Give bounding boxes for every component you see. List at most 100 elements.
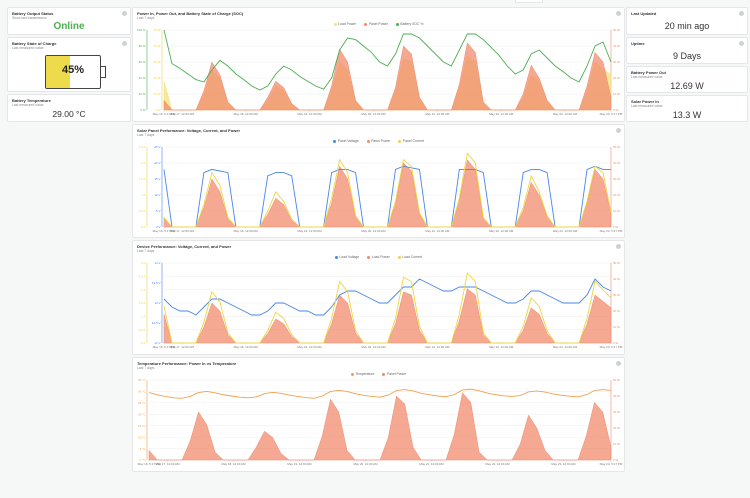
legend-label: Panel Current [402,139,424,143]
battery-fill [46,56,71,88]
axis-tick-label: 25 V [154,145,160,149]
info-icon[interactable] [616,361,621,366]
axis-tick-label: 20 W [153,76,160,80]
legend-item-panel-current[interactable]: Panel Current [398,139,424,143]
series-line-battery-soc [163,29,612,91]
legend-label: Panel Power [368,22,388,26]
solar-in-value: 13.3 W [672,110,702,120]
axis-tick-label: 5 °C [140,447,147,451]
x-tick-label: May 20, 12:00 AM [361,112,386,116]
power-soc-chart-panel: Power In, Power Out, and Battery State o… [132,7,625,122]
series-line-load-voltage [163,278,612,316]
chart-subtitle: Last 7 days [137,16,155,20]
x-tick-label: May 16, 5:17 PM [153,345,176,349]
chart-title: Temperature Performance: Power In vs Tem… [137,361,237,366]
chart-legend: Temperature Panel Power [133,372,624,377]
battery-soc-panel: Battery State of Charge Last measured va… [7,37,131,92]
uptime-value: 9 Days [672,51,701,61]
axis-tick-label: 12 V [154,341,160,345]
time-range-dropdown[interactable] [515,0,543,3]
series-line-panel-current [163,152,612,228]
info-icon[interactable] [739,11,744,16]
panel-title: Battery Power Out [631,70,666,75]
axis-tick-label: 30 W [613,177,620,181]
axis-tick-label: 40 W [613,161,620,165]
panel-title: Battery Output Status [12,11,54,16]
axis-tick-label: 0 W [613,458,619,462]
legend-item-load-current[interactable]: Load Current [397,255,422,259]
x-tick-label: May 23, 5:17 PM [600,462,623,466]
axis-tick-label: 10 W [613,442,620,446]
legend-marker-icon [395,22,399,26]
series-area-load-power [163,288,612,344]
axis-tick-label: 40 W [613,277,620,281]
x-tick-label: May 21, 12:00 AM [419,462,444,466]
axis-tick-label: 2 A [141,288,145,292]
axis-tick-label: 40 W [613,394,620,398]
axis-tick-label: 20 % [139,92,146,96]
axis-tick-label: 10 W [153,92,160,96]
axis-tick-label: 20 W [613,193,620,197]
legend-label: Load Power [371,255,390,259]
axis-tick-label: 2 A [141,161,145,165]
axis-tick-label: 0 V [156,225,161,229]
legend-item-load-voltage[interactable]: Load Voltage [334,255,360,259]
info-icon[interactable] [122,41,127,46]
panel-subtitle: Last measured value [12,103,44,107]
legend-item-panel-power[interactable]: Panel Power [382,372,406,376]
x-tick-label: May 18, 12:00 AM [221,462,246,466]
panel-title: Last Updated [631,11,657,16]
info-icon[interactable] [739,41,744,46]
panel-title: Solar Power In [631,99,659,104]
panel-subtitle: Last measured value [631,75,663,79]
legend-item-panel-power[interactable]: Panel Power [364,22,388,26]
battery-output-status-panel: Battery Output Status Show last transmis… [7,7,131,35]
axis-tick-label: 10 °C [138,435,146,439]
axis-tick-label: 2.5 A [139,275,146,279]
axis-tick-label: 0 W [613,341,619,345]
x-tick-label: May 18, 12:00 AM [234,345,259,349]
x-tick-label: May 16, 5:17 PM [153,112,176,116]
temperature-value: 29.00 °C [52,109,86,119]
battery-power-out-panel: Battery Power Out Last measured value 12… [626,66,748,93]
chart-title: Power In, Power Out, and Battery State o… [137,11,244,16]
legend-marker-icon [350,372,354,376]
uptime-panel: Uptime 9 Days [626,37,748,64]
axis-tick-label: 50 W [613,378,620,382]
legend-item-battery-soc[interactable]: Battery SOC % [395,22,423,26]
legend-item-temperature[interactable]: Temperature [350,372,375,376]
axis-tick-label: 14 V [154,261,160,265]
legend-label: Load Voltage [339,255,360,259]
axis-tick-label: 40 W [613,44,620,48]
axis-tick-label: 1 A [141,315,145,319]
legend-marker-icon [364,22,368,26]
info-icon[interactable] [616,11,621,16]
legend-label: Panel Voltage [337,139,359,143]
last-updated-panel: Last Updated 20 min ago [626,7,748,35]
series-line-load-current [163,272,612,344]
x-tick-label: May 21, 12:00 AM [425,345,450,349]
legend-marker-icon [366,139,370,143]
power-out-value: 12.69 W [670,81,704,91]
legend-item-panel-power[interactable]: Panel Power [366,139,390,143]
battery-gauge: 45% [45,55,101,89]
legend-item-load-power[interactable]: Load Power [367,255,390,259]
legend-label: Temperature [355,372,375,376]
chart-plot: 0 A 0.5 A 1 A 1.5 A 2 A 2.5 A 0 V 5 V 10 V 15 V 20… [139,145,623,233]
chart-legend: Load Voltage Load Power Load Current [133,255,624,260]
info-icon[interactable] [616,128,621,133]
axis-tick-label: 3 A [141,261,145,265]
axis-tick-label: 0 °C [140,458,147,462]
legend-marker-icon [333,22,337,26]
axis-tick-label: 13 V [154,301,160,305]
info-icon[interactable] [616,244,621,249]
legend-item-load-power[interactable]: Load Power [333,22,356,26]
chart-title: Solar Panel Performance: Voltage, Curren… [137,128,241,133]
x-tick-label: May 23, 5:17 PM [600,229,623,233]
info-icon[interactable] [122,11,127,16]
axis-tick-label: 2.5 A [139,145,146,149]
x-tick-label: May 21, 12:00 AM [425,229,450,233]
chart-subtitle: Last 7 days [137,366,155,370]
axis-tick-label: 0 W [613,225,619,229]
legend-item-panel-voltage[interactable]: Panel Voltage [333,139,359,143]
